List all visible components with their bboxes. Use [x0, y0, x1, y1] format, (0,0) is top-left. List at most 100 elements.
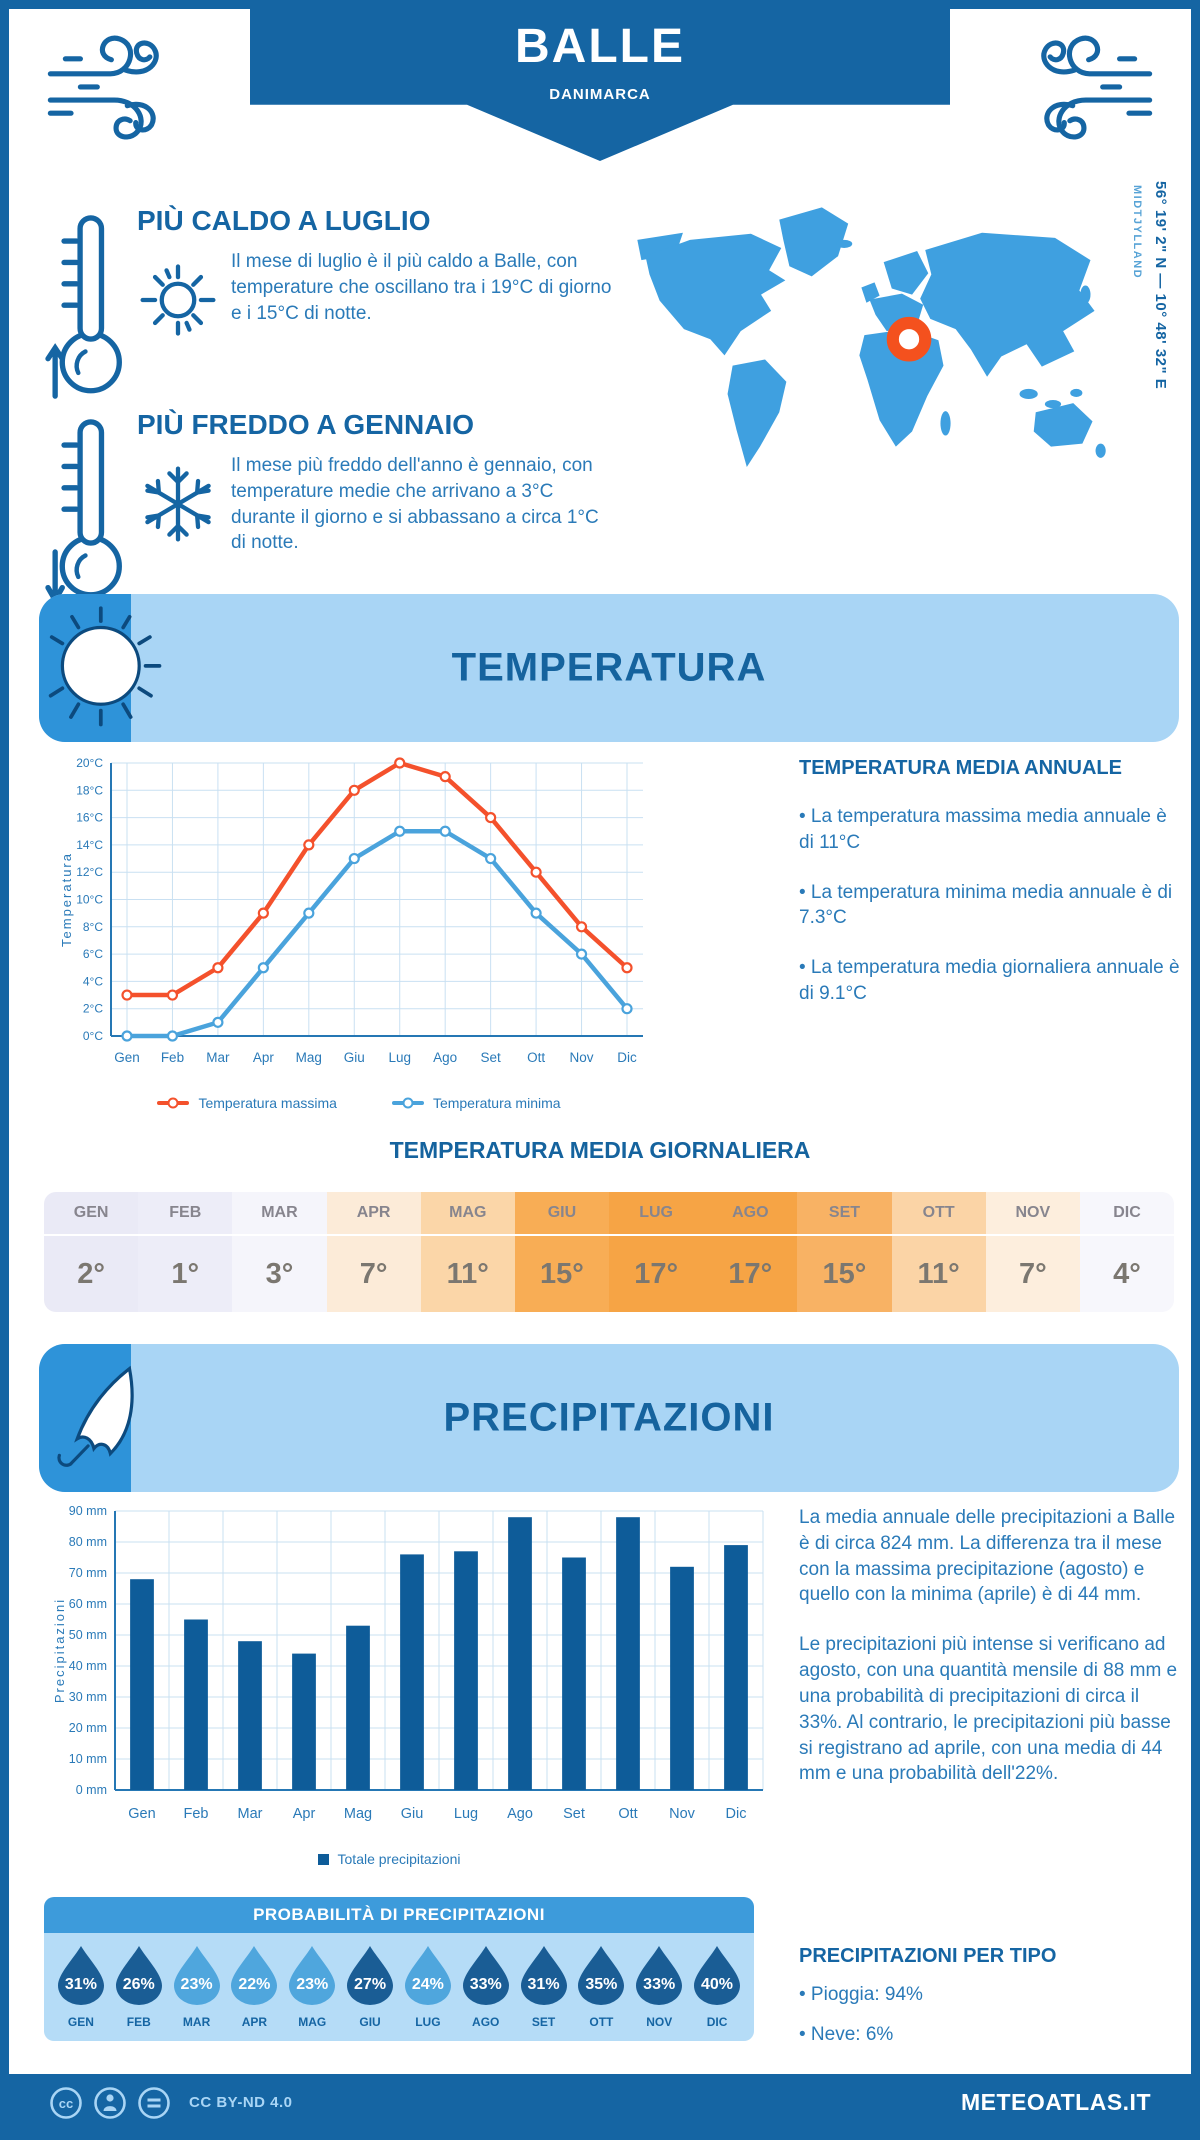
precipitation-type-item: • Neve: 6%: [799, 2023, 894, 2045]
daily-table-cell: SET 15°: [797, 1192, 892, 1312]
svg-text:Lug: Lug: [388, 1050, 411, 1065]
legend-item: Totale precipitazioni: [317, 1851, 460, 1867]
temperature-chart: 0°C 2°C 4°C 6°C 8°C 10°C 12°C 14°C 16°C 18°C 20°C G…: [57, 749, 657, 1084]
probability-value: 33%: [469, 1976, 502, 1993]
umbrella-badge-icon: [57, 1365, 134, 1467]
svg-text:20°C: 20°C: [76, 756, 103, 770]
svg-text:80 mm: 80 mm: [69, 1535, 107, 1549]
svg-text:90 mm: 90 mm: [69, 1504, 107, 1518]
coldest-month-title: PIÙ FREDDO A GENNAIO: [137, 409, 475, 440]
precipitation-text-panel: La media annuale delle precipitazioni a …: [799, 1505, 1184, 1787]
legend-item: Temperatura massima: [157, 1095, 337, 1111]
probability-month: MAG: [298, 2015, 327, 2029]
location-marker: [886, 316, 932, 362]
daily-table-cell: AGO 17°: [703, 1192, 798, 1312]
warmest-month-text: Il mese di luglio è il più caldo a Balle…: [231, 251, 612, 324]
water-drop-icon: [57, 1946, 104, 2005]
precipitation-paragraph: Le precipitazioni più intense si verific…: [799, 1634, 1178, 1785]
svg-text:60 mm: 60 mm: [69, 1597, 107, 1611]
probability-value: 23%: [180, 1976, 213, 1993]
daily-table-month: GEN: [44, 1192, 139, 1236]
svg-text:Set: Set: [563, 1806, 585, 1822]
daily-table-month: APR: [326, 1192, 421, 1236]
svg-text:Gen: Gen: [128, 1806, 155, 1822]
svg-text:10 mm: 10 mm: [69, 1752, 107, 1766]
water-drop-icon: [173, 1946, 220, 2005]
footer-bar: cc CC BY-ND 4.0 METEOATLAS.IT: [9, 2074, 1191, 2131]
svg-text:16°C: 16°C: [76, 811, 103, 825]
sun-icon: [140, 264, 216, 336]
temperature-section-band: TEMPERATURA: [39, 594, 1179, 742]
annual-temperature-panel: TEMPERATURA MEDIA ANNUALE • La temperatu…: [799, 757, 1184, 1007]
region-label: MIDTJYLLAND: [1131, 185, 1143, 280]
sun-badge-icon: [48, 606, 162, 727]
svg-text:14°C: 14°C: [76, 838, 103, 852]
daily-table-cell: FEB 1°: [138, 1192, 233, 1312]
daily-table-month: MAG: [420, 1192, 515, 1236]
water-drop-icon: [404, 1946, 451, 2005]
svg-text:6°C: 6°C: [83, 947, 103, 961]
probability-month: DIC: [706, 2015, 728, 2029]
daily-table-cell: NOV 7°: [985, 1192, 1080, 1312]
probability-value: 40%: [701, 1976, 734, 1993]
probability-drop: 31% GEN: [52, 1945, 110, 2029]
world-map: [627, 177, 1114, 471]
precipitation-types-title: PRECIPITAZIONI PER TIPO: [799, 1945, 1057, 1967]
svg-text:Mar: Mar: [238, 1806, 263, 1822]
svg-text:70 mm: 70 mm: [69, 1566, 107, 1580]
daily-table-value: 7°: [1018, 1257, 1047, 1290]
daily-table-value: 2°: [77, 1257, 105, 1290]
water-drop-icon: [289, 1946, 336, 2005]
city-title: BALLE: [515, 20, 685, 73]
daily-table-cell: LUG 17°: [609, 1192, 704, 1312]
probability-drop: 35% OTT: [572, 1945, 630, 2029]
svg-text:Dic: Dic: [726, 1806, 747, 1822]
daily-table-value: 17°: [728, 1257, 773, 1290]
svg-text:Dic: Dic: [617, 1050, 637, 1065]
svg-text:10°C: 10°C: [76, 893, 103, 907]
svg-text:Nov: Nov: [570, 1050, 594, 1065]
svg-text:0°C: 0°C: [83, 1029, 103, 1043]
daily-temperature-title: TEMPERATURA MEDIA GIORNALIERA: [389, 1137, 811, 1163]
cc-icon: cc: [50, 2086, 82, 2119]
daily-table-cell: DIC 4°: [1079, 1192, 1174, 1312]
country-subtitle: DANIMARCA: [549, 86, 651, 103]
svg-text:Nov: Nov: [669, 1806, 696, 1822]
precipitation-badge: [39, 1344, 134, 1492]
temperature-chart-legend: Temperatura massima Temperatura minima: [69, 1095, 649, 1111]
daily-table-value: 4°: [1113, 1257, 1141, 1290]
probability-value: 31%: [64, 1976, 97, 1993]
coldest-month-block: PIÙ FREDDO A GENNAIO Il mese più freddo …: [43, 409, 618, 606]
daily-table-cell: MAG 11°: [420, 1192, 515, 1312]
license-label: CC BY-ND 4.0: [189, 2094, 293, 2111]
probability-drop: 23% MAR: [168, 1945, 226, 2029]
probability-drop: 33% NOV: [630, 1945, 688, 2029]
svg-text:18°C: 18°C: [76, 783, 103, 797]
svg-text:40 mm: 40 mm: [69, 1659, 107, 1673]
wind-icon: [1041, 35, 1153, 140]
water-drop-icon: [694, 1946, 741, 2005]
svg-text:Giu: Giu: [401, 1806, 424, 1822]
warmest-month-title: PIÙ CALDO A LUGLIO: [137, 205, 431, 236]
probability-drop: 40% DIC: [688, 1945, 746, 2029]
daily-table-value: 7°: [359, 1257, 388, 1290]
svg-text:12°C: 12°C: [76, 865, 103, 879]
svg-text:Ott: Ott: [527, 1050, 545, 1065]
daily-table-value: 11°: [446, 1257, 489, 1290]
probability-month: LUG: [415, 2015, 441, 2029]
water-drop-icon: [578, 1946, 625, 2005]
precipitation-probability-title: PROBABILITÀ DI PRECIPITAZIONI: [44, 1897, 754, 1933]
water-drop-icon: [520, 1946, 567, 2005]
annual-bullet: • La temperatura massima media annuale è…: [799, 806, 1167, 853]
daily-table-cell: MAR 3°: [232, 1192, 327, 1312]
precipitation-type-item: • Pioggia: 94%: [799, 1984, 923, 2005]
water-drop-icon: [462, 1946, 509, 2005]
snowflake-icon: [145, 466, 211, 542]
cc-nd-equals-icon: [138, 2086, 170, 2119]
daily-table-value: 11°: [917, 1257, 960, 1290]
daily-table-cell: GEN 2°: [44, 1192, 139, 1312]
svg-text:Mag: Mag: [296, 1050, 322, 1065]
probability-month: SET: [531, 2015, 556, 2029]
probability-month: APR: [241, 2015, 268, 2029]
svg-text:30 mm: 30 mm: [69, 1690, 107, 1704]
